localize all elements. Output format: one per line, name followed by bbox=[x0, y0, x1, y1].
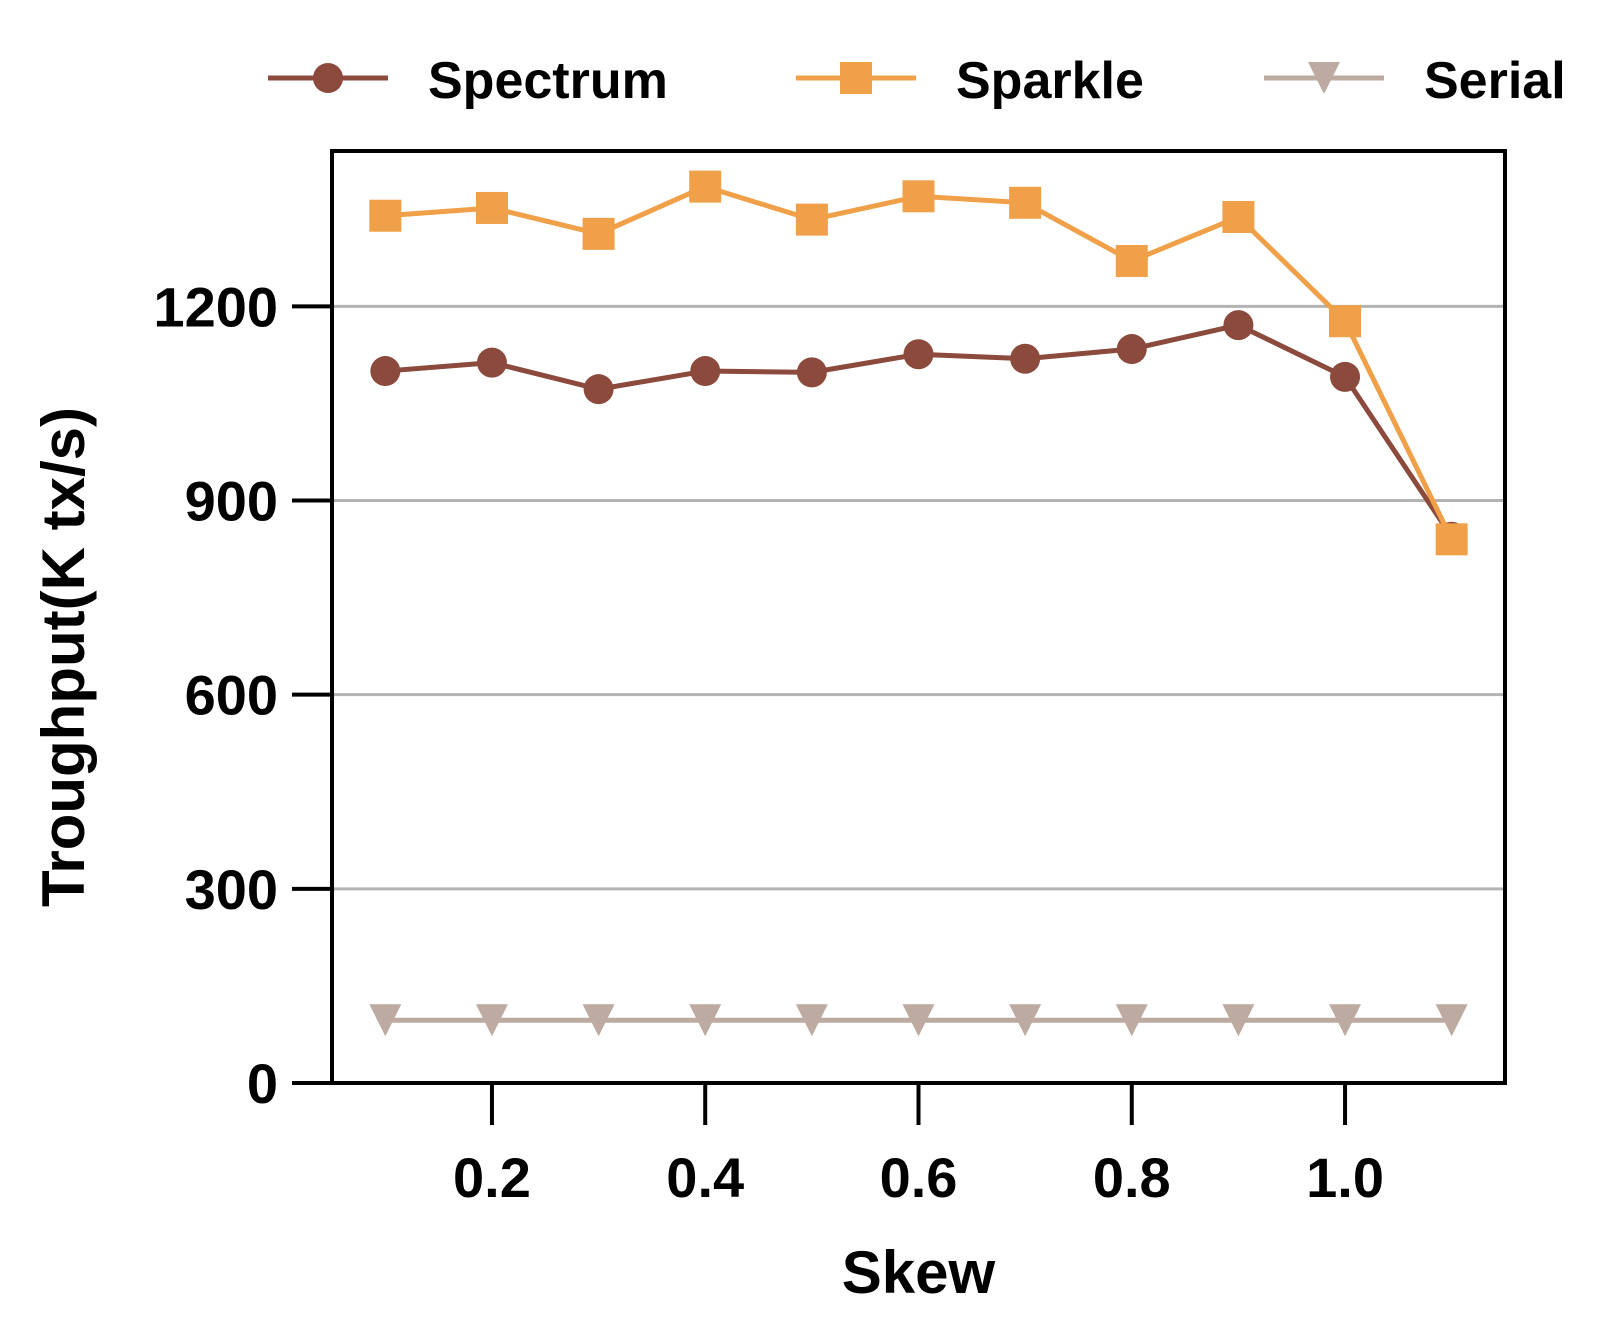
series-sparkle bbox=[369, 170, 1468, 556]
x-tick-label: 0.8 bbox=[1093, 1146, 1171, 1209]
legend-item-sparkle: Sparkle bbox=[796, 52, 1144, 110]
data-point-sparkle bbox=[795, 203, 828, 236]
data-point-serial bbox=[1435, 1004, 1468, 1037]
data-point-sparkle bbox=[1009, 186, 1042, 219]
data-point-spectrum bbox=[690, 356, 721, 387]
data-point-spectrum bbox=[1330, 361, 1361, 392]
y-tick-label: 900 bbox=[185, 470, 278, 533]
data-point-spectrum bbox=[476, 347, 507, 378]
legend-marker-serial bbox=[1308, 62, 1340, 94]
data-point-serial bbox=[902, 1004, 935, 1037]
data-point-sparkle bbox=[369, 199, 402, 232]
series-spectrum bbox=[370, 310, 1467, 552]
data-point-serial bbox=[689, 1004, 722, 1037]
legend-item-serial: Serial bbox=[1264, 52, 1566, 110]
x-tick-label: 0.4 bbox=[666, 1146, 744, 1209]
y-tick-label: 1200 bbox=[153, 275, 278, 338]
data-point-serial bbox=[795, 1004, 828, 1037]
x-tick-label: 1.0 bbox=[1306, 1146, 1384, 1209]
data-point-serial bbox=[1222, 1004, 1255, 1037]
y-tick-label: 0 bbox=[247, 1052, 278, 1115]
data-point-sparkle bbox=[475, 191, 508, 224]
data-point-serial bbox=[582, 1004, 615, 1037]
x-tick-label: 0.2 bbox=[453, 1146, 531, 1209]
data-point-spectrum bbox=[370, 356, 401, 387]
series-layer bbox=[369, 170, 1468, 1037]
data-point-sparkle bbox=[582, 217, 615, 250]
data-point-serial bbox=[475, 1004, 508, 1037]
data-point-spectrum bbox=[1010, 343, 1041, 374]
legend-label-serial: Serial bbox=[1424, 52, 1566, 110]
legend-label-sparkle: Sparkle bbox=[956, 52, 1144, 110]
plot-frame bbox=[330, 149, 1507, 1085]
y-tick-label: 300 bbox=[185, 858, 278, 921]
data-point-spectrum bbox=[583, 374, 614, 405]
data-point-sparkle bbox=[1435, 523, 1468, 556]
x-tick-label: 0.6 bbox=[880, 1146, 958, 1209]
x-axis-label: Skew bbox=[842, 1239, 996, 1306]
legend-marker-sparkle bbox=[840, 62, 872, 94]
y-axis-label: Troughput(K tx/s) bbox=[30, 407, 97, 907]
data-point-spectrum bbox=[796, 357, 827, 388]
data-point-spectrum bbox=[1116, 334, 1147, 365]
data-point-serial bbox=[1115, 1004, 1148, 1037]
series-serial bbox=[369, 1004, 1468, 1037]
legend-item-spectrum: Spectrum bbox=[268, 52, 668, 110]
legend-marker-spectrum bbox=[313, 63, 343, 93]
legend: Spectrum Sparkle Serial bbox=[268, 52, 1566, 110]
data-point-sparkle bbox=[1115, 245, 1148, 278]
data-point-sparkle bbox=[1222, 201, 1255, 234]
data-point-sparkle bbox=[1329, 305, 1362, 338]
axis-ticks: 0 300 600 900 1200 0.2 0.4 0.6 0.8 1.0 bbox=[153, 275, 1384, 1209]
legend-label-spectrum: Spectrum bbox=[428, 52, 668, 110]
grid-lines bbox=[332, 304, 1505, 891]
data-point-sparkle bbox=[689, 170, 722, 203]
data-point-spectrum bbox=[1223, 310, 1254, 341]
data-point-sparkle bbox=[902, 180, 935, 213]
data-point-serial bbox=[1009, 1004, 1042, 1037]
data-point-spectrum bbox=[903, 339, 934, 370]
data-point-serial bbox=[1329, 1004, 1362, 1037]
data-point-serial bbox=[369, 1004, 402, 1037]
y-tick-label: 600 bbox=[185, 664, 278, 727]
